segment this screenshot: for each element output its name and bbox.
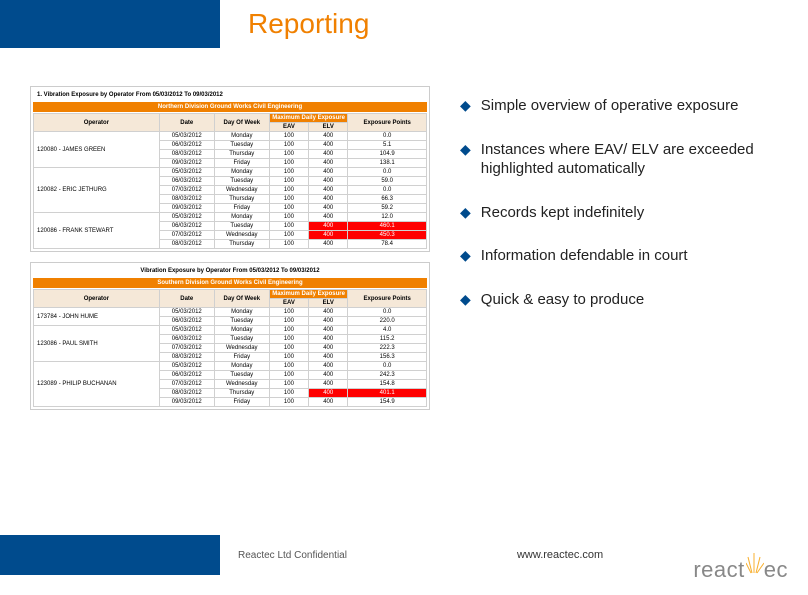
bullet-text: Records kept indefinitely [481, 203, 644, 223]
report-column: 1. Vibration Exposure by Operator From 0… [30, 86, 430, 410]
bullet-item: ◆ Records kept indefinitely [460, 203, 800, 223]
table-row: 123086 - PAUL SMITH05/03/2012Monday10040… [34, 326, 427, 335]
table-row: 120082 - ERIC JETHURG05/03/2012Monday100… [34, 168, 427, 177]
report-1-band: Northern Division Ground Works Civil Eng… [33, 102, 427, 112]
page-title: Reporting [248, 8, 369, 40]
operator-cell: 123089 - PHILIP BUCHANAN [34, 362, 160, 407]
logo-text-part2: ec [764, 557, 788, 583]
bullet-list: ◆ Simple overview of operative exposure ◆ I… [460, 96, 800, 410]
logo-text-part1: react [693, 557, 744, 583]
header-accent-block [0, 0, 220, 48]
bullet-item: ◆ Simple overview of operative exposure [460, 96, 800, 116]
bullet-text: Information defendable in court [481, 246, 688, 266]
report-1-table: OperatorDateDay Of WeekMaximum Daily Exp… [33, 113, 427, 249]
report-2-title: Vibration Exposure by Operator From 05/0… [33, 265, 427, 277]
bullet-diamond-icon: ◆ [460, 140, 471, 158]
report-2-band: Southern Division Ground Works Civil Eng… [33, 278, 427, 288]
bullet-item: ◆ Instances where EAV/ ELV are exceeded h… [460, 140, 800, 179]
spark-icon [746, 553, 764, 583]
content-row: 1. Vibration Exposure by Operator From 0… [0, 86, 808, 410]
bullet-item: ◆ Information defendable in court [460, 246, 800, 266]
footer-accent-block [0, 535, 220, 575]
bullet-diamond-icon: ◆ [460, 203, 471, 221]
bullet-diamond-icon: ◆ [460, 96, 471, 114]
operator-cell: 173784 - JOHN HUME [34, 308, 160, 326]
table-row: 120080 - JAMES GREEN05/03/2012Monday1004… [34, 132, 427, 141]
report-1: 1. Vibration Exposure by Operator From 0… [30, 86, 430, 252]
footer-url: www.reactec.com [517, 549, 603, 561]
bullet-text: Instances where EAV/ ELV are exceeded hi… [481, 140, 800, 179]
table-row: 120086 - FRANK STEWART05/03/2012Monday10… [34, 213, 427, 222]
bullet-diamond-icon: ◆ [460, 290, 471, 308]
table-row: 173784 - JOHN HUME05/03/2012Monday100400… [34, 308, 427, 317]
operator-cell: 120080 - JAMES GREEN [34, 132, 160, 168]
table-row: 123089 - PHILIP BUCHANAN05/03/2012Monday… [34, 362, 427, 371]
bullet-text: Simple overview of operative exposure [481, 96, 739, 116]
bullet-item: ◆ Quick & easy to produce [460, 290, 800, 310]
operator-cell: 120086 - FRANK STEWART [34, 213, 160, 249]
confidential-text: Reactec Ltd Confidential [238, 550, 347, 561]
footer: Reactec Ltd Confidential www.reactec.com [0, 535, 808, 575]
logo: reactec [693, 553, 788, 583]
report-2-table: OperatorDateDay Of WeekMaximum Daily Exp… [33, 289, 427, 407]
report-1-title: 1. Vibration Exposure by Operator From 0… [33, 89, 427, 101]
operator-cell: 120082 - ERIC JETHURG [34, 168, 160, 213]
operator-cell: 123086 - PAUL SMITH [34, 326, 160, 362]
bullet-text: Quick & easy to produce [481, 290, 644, 310]
bullet-diamond-icon: ◆ [460, 246, 471, 264]
header-bar: Reporting [0, 0, 808, 48]
report-2: Vibration Exposure by Operator From 05/0… [30, 262, 430, 410]
